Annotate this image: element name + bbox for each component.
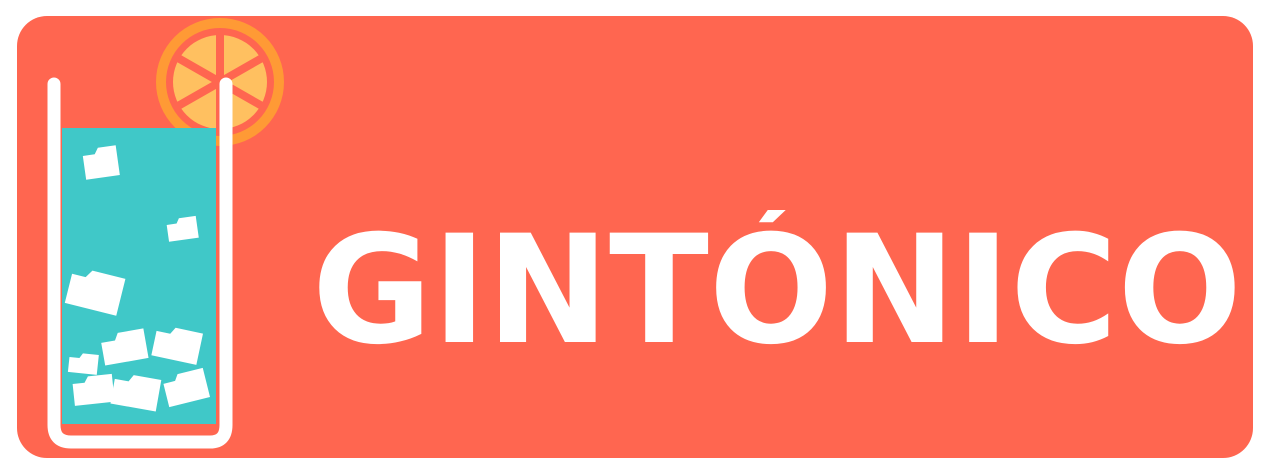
- wordmark: GINTÓNICO: [312, 210, 1252, 360]
- brand-name: GINTÓNICO: [312, 210, 1242, 360]
